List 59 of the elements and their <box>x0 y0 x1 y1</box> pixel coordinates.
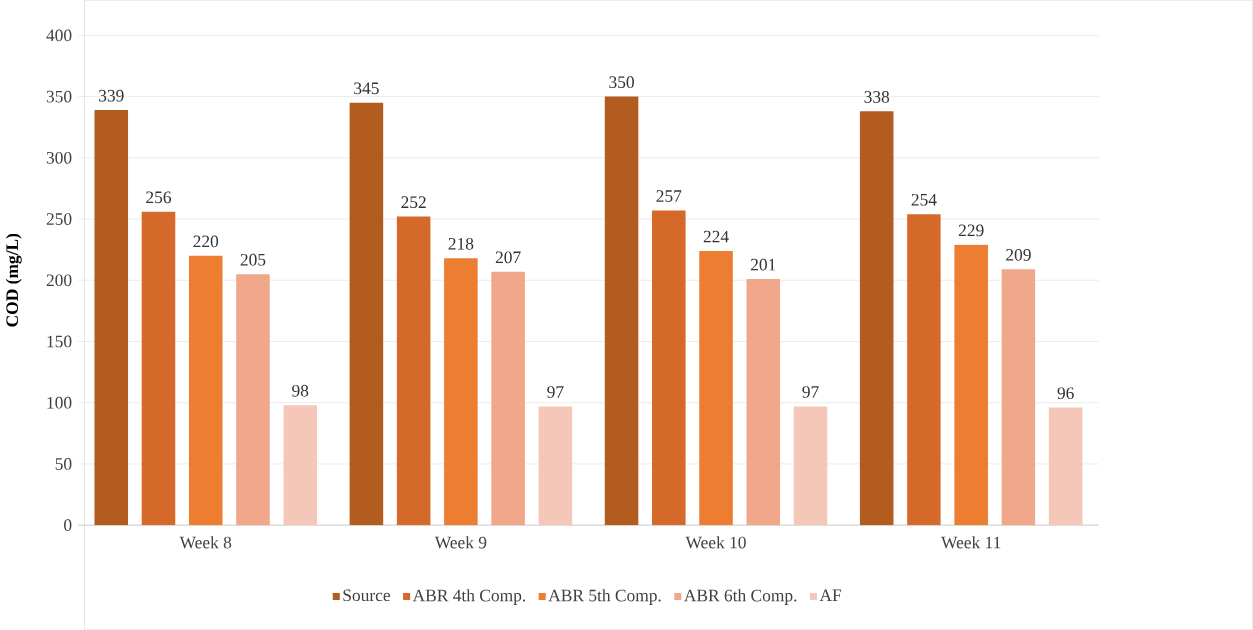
y-axis-title: COD (mg/L) <box>5 233 22 327</box>
data-label: 207 <box>495 251 521 264</box>
bar <box>538 406 573 526</box>
data-label: 229 <box>958 224 984 237</box>
data-label: 96 <box>1057 387 1074 400</box>
y-tick-label: 200 <box>46 274 72 287</box>
bar <box>94 110 129 526</box>
legend-label: AF <box>819 589 842 602</box>
bar <box>444 258 478 526</box>
bar <box>652 210 686 526</box>
x-tick-label: Week 11 <box>941 536 1001 549</box>
y-tick-label: 250 <box>46 213 72 225</box>
bar <box>604 96 639 526</box>
data-label: 218 <box>448 238 474 250</box>
data-label: 252 <box>401 196 426 209</box>
data-label: 224 <box>703 230 729 243</box>
y-tick-label: 350 <box>46 90 72 103</box>
legend-label: ABR 6th Comp. <box>684 589 797 606</box>
legend-label: ABR 5th Comp. <box>548 589 661 606</box>
data-label: 350 <box>609 76 634 89</box>
legend-label: ABR 4th Comp. <box>412 589 526 606</box>
data-label: 97 <box>802 386 819 398</box>
y-tick-label: 50 <box>55 458 72 470</box>
bar <box>396 216 431 526</box>
data-label: 205 <box>240 253 266 266</box>
bar <box>859 111 894 526</box>
data-label: 201 <box>750 258 776 271</box>
data-label: 220 <box>193 235 219 248</box>
y-tick-label: 100 <box>47 396 72 409</box>
x-tick-label: Week 9 <box>434 536 487 549</box>
bar <box>793 406 828 526</box>
y-tick-label: 400 <box>46 29 72 42</box>
bar <box>746 279 781 526</box>
bar <box>491 271 525 526</box>
y-tick-label: 0 <box>64 519 72 532</box>
bar <box>188 255 223 526</box>
data-label: 339 <box>99 89 124 102</box>
y-tick-label: 150 <box>47 335 72 348</box>
bar <box>283 405 317 526</box>
data-label: 209 <box>1006 249 1031 261</box>
legend-label: Source <box>343 589 390 602</box>
bar <box>141 211 176 526</box>
bar <box>236 274 270 526</box>
bar <box>1048 407 1083 526</box>
bar <box>1001 269 1036 526</box>
data-label: 345 <box>354 82 379 95</box>
bar <box>907 214 941 526</box>
y-tick-label: 300 <box>46 152 72 164</box>
x-tick-label: Week 8 <box>179 536 232 549</box>
data-label: 338 <box>864 91 890 103</box>
data-label: 98 <box>292 384 309 397</box>
bar <box>699 250 733 526</box>
bar <box>349 102 384 526</box>
data-label: 254 <box>911 193 937 206</box>
data-label: 97 <box>547 386 564 398</box>
bar <box>954 244 988 526</box>
x-tick-label: Week 10 <box>685 536 746 549</box>
data-label: 256 <box>146 191 172 204</box>
data-label: 257 <box>656 190 682 203</box>
